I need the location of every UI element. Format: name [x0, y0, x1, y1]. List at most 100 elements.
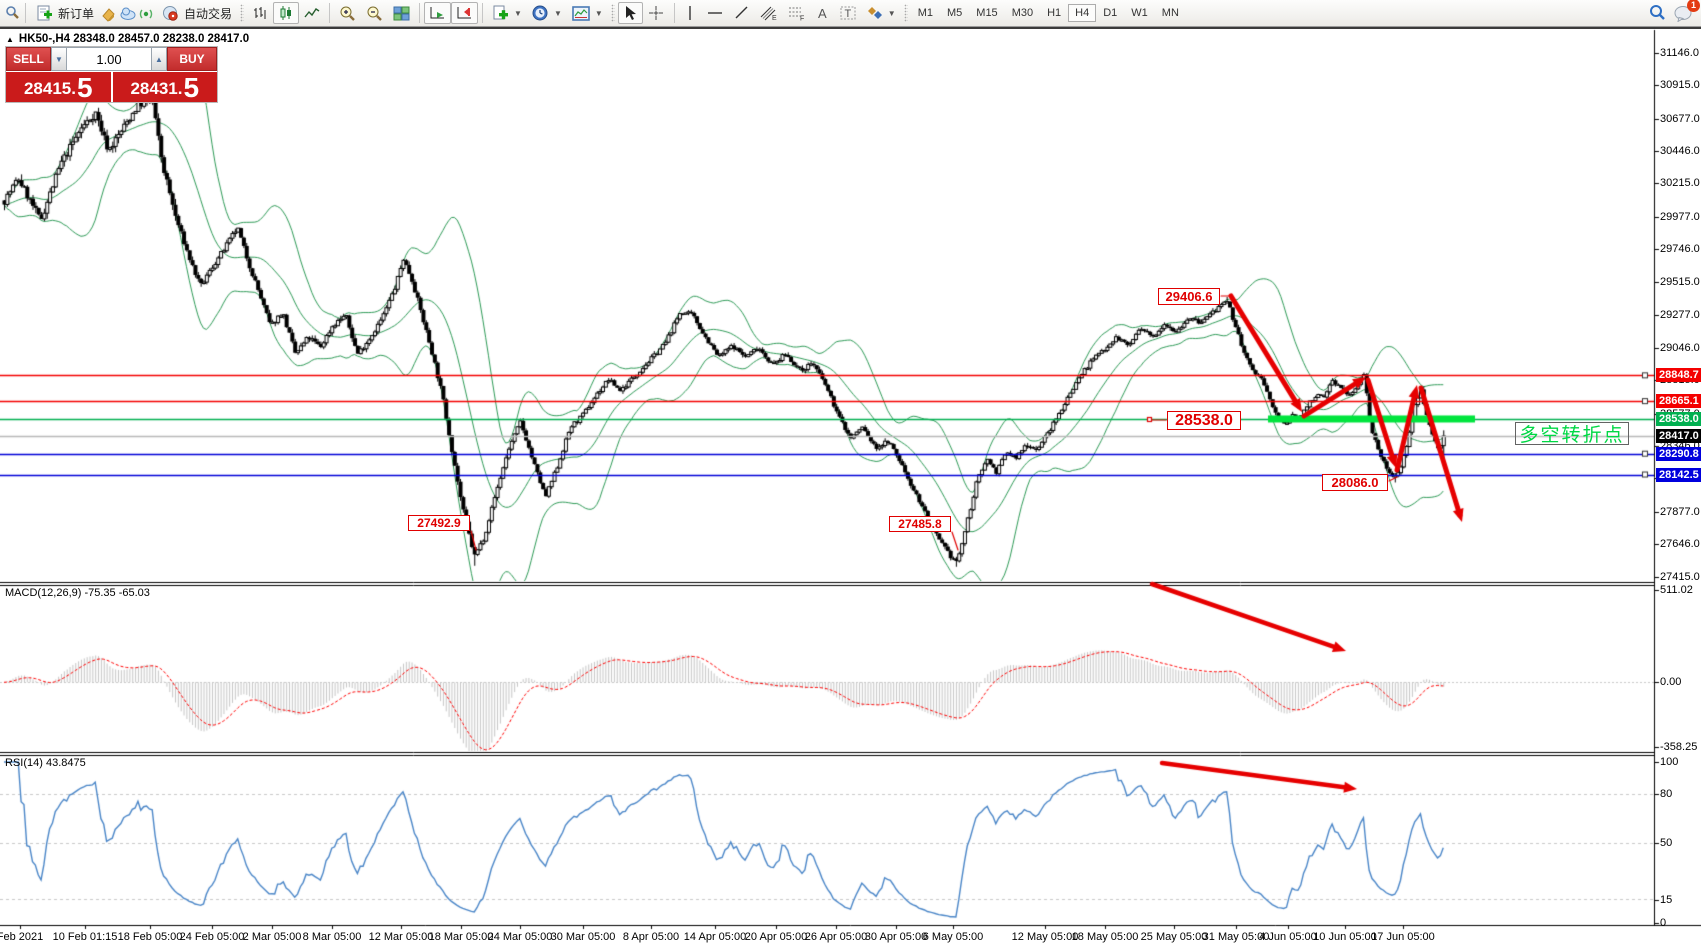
timeframe-MN[interactable]: MN [1161, 7, 1179, 19]
new-order-button[interactable]: 新订单 [30, 2, 99, 24]
time-axis-label: 8 Mar 05:00 [302, 931, 362, 943]
symbol-search-icon[interactable] [2, 4, 21, 23]
price-tick: 27646.0 [1660, 538, 1700, 551]
chart-shift-button[interactable] [451, 2, 479, 24]
time-axis-label: 24 Feb 05:00 [179, 931, 245, 943]
toolbar-divider [0, 27, 1701, 29]
cloud-icon[interactable] [118, 4, 137, 23]
timeframe-D1[interactable]: D1 [1103, 7, 1118, 19]
time-axis-label: Feb 2021 [0, 931, 44, 943]
equidistant-channel-tool[interactable]: E [755, 2, 783, 24]
sell-price-pip: 5 [76, 72, 93, 103]
svg-text:E: E [772, 15, 777, 21]
notifications-icon[interactable]: 1 [1674, 0, 1700, 23]
separator [482, 3, 484, 23]
tile-windows-button[interactable] [388, 2, 415, 24]
time-axis-label: 18 Feb 05:00 [117, 931, 183, 943]
macd-tick: -358.25 [1660, 741, 1698, 753]
macd-tick: 511.02 [1660, 584, 1693, 596]
zoom-in-button[interactable] [334, 2, 361, 24]
rsi-tick: 80 [1660, 788, 1673, 800]
main-toolbar: 新订单 自动交易 ▼ ▼ ▼ [0, 0, 1701, 27]
price-tick: 30915.0 [1660, 79, 1700, 92]
bull-bear-turning-point-note[interactable]: 多空转折点 [1515, 422, 1629, 446]
buy-price[interactable]: 28431. 5 [112, 72, 217, 103]
volume-decrease-button[interactable]: ▼ [51, 47, 67, 71]
bar-chart-button[interactable] [247, 2, 273, 24]
time-axis-label: 10 Jun 05:00 [1313, 931, 1377, 943]
toolbar-grip [610, 4, 615, 22]
auto-trading-label: 自动交易 [184, 6, 233, 21]
chart-header: ▲ HK50-,H4 28348.0 28457.0 28238.0 28417… [6, 33, 249, 45]
fibonacci-tool[interactable]: F [783, 2, 811, 24]
chevron-down-icon: ▼ [594, 8, 603, 18]
one-click-trade-panel: SELL ▼ ▲ BUY 28415. 5 28431. 5 [5, 46, 218, 103]
new-order-label: 新订单 [58, 6, 95, 21]
zoom-out-button[interactable] [361, 2, 388, 24]
eraser-icon[interactable] [99, 4, 118, 23]
timeframe-H4[interactable]: H4 [1068, 4, 1097, 22]
price-callout[interactable]: 29406.6 [1158, 288, 1220, 305]
trendline-tool[interactable] [729, 2, 755, 24]
svg-text:T: T [844, 8, 851, 20]
search-icon[interactable] [1647, 4, 1666, 23]
arrows-dropdown[interactable]: ▼ [862, 2, 901, 24]
price-callout[interactable]: 28538.0 [1167, 411, 1241, 430]
chevron-down-icon: ▼ [553, 8, 562, 18]
new-chart-dropdown[interactable]: ▼ [487, 2, 527, 24]
horizontal-line-tool[interactable] [702, 2, 729, 24]
price-tick: 31146.0 [1660, 46, 1699, 59]
price-tick: 27415.0 [1660, 570, 1700, 583]
time-axis-label: 12 Mar 05:00 [368, 931, 434, 943]
vertical-line-tool[interactable] [679, 2, 702, 24]
buy-price-pip: 5 [183, 72, 200, 103]
macd-label: MACD(12,26,9) -75.35 -65.03 [5, 587, 150, 599]
signal-icon[interactable] [137, 4, 156, 23]
price-tag: 28417.0 [1656, 428, 1701, 443]
line-chart-button[interactable] [299, 2, 325, 24]
candlestick-chart-button[interactable] [273, 2, 300, 24]
sell-button[interactable]: SELL [6, 47, 51, 71]
text-tool[interactable]: A [811, 2, 835, 24]
timeframe-W1[interactable]: W1 [1131, 7, 1148, 19]
buy-button[interactable]: BUY [167, 47, 217, 71]
time-axis-label: 31 May 05:00 [1202, 931, 1270, 943]
price-callout[interactable]: 27492.9 [408, 515, 470, 531]
timeframe-group: M1 M5 M15 M30 H1 H4 D1 W1 MN [911, 4, 1186, 22]
symbol-ohlc-text: HK50-,H4 28348.0 28457.0 28238.0 28417.0 [18, 33, 250, 45]
time-axis-label: 18 Mar 05:00 [428, 931, 494, 943]
timeframe-H1[interactable]: H1 [1047, 7, 1062, 19]
time-axis-label: 14 Apr 05:00 [683, 931, 747, 943]
price-callout[interactable]: 28086.0 [1322, 474, 1388, 491]
price-callout[interactable]: 27485.8 [889, 516, 951, 532]
price-tick: 29746.0 [1660, 243, 1700, 256]
price-tick: 29277.0 [1660, 309, 1700, 322]
separator [329, 3, 331, 23]
sell-price[interactable]: 28415. 5 [6, 72, 111, 102]
crosshair-button[interactable] [643, 2, 670, 24]
toolbar-grip [903, 4, 908, 22]
volume-increase-button[interactable]: ▲ [151, 47, 167, 71]
periods-dropdown[interactable]: ▼ [527, 2, 567, 24]
time-axis-label: 4 Jun 05:00 [1259, 931, 1317, 943]
volume-input[interactable] [67, 47, 151, 71]
macd-tick: 0.00 [1660, 676, 1682, 688]
text-label-tool[interactable]: T [835, 2, 862, 24]
time-axis-label: 8 Apr 05:00 [622, 931, 680, 943]
separator [419, 3, 421, 23]
notification-badge: 1 [1687, 0, 1700, 12]
timeframe-M1[interactable]: M1 [917, 7, 933, 19]
toolbar-grip [240, 4, 245, 22]
timeframe-M30[interactable]: M30 [1011, 7, 1034, 19]
chevron-down-icon: ▼ [514, 8, 522, 18]
auto-trading-button[interactable]: 自动交易 [156, 2, 237, 24]
timeframe-M15[interactable]: M15 [976, 7, 998, 19]
cursor-button[interactable] [617, 2, 643, 24]
indicators-dropdown[interactable]: ▼ [567, 2, 608, 24]
auto-scroll-button[interactable] [424, 2, 452, 24]
price-tick: 29046.0 [1660, 341, 1700, 354]
collapse-icon[interactable]: ▲ [6, 34, 14, 44]
time-axis-label: 6 May 05:00 [922, 931, 984, 943]
timeframe-M5[interactable]: M5 [947, 7, 963, 19]
